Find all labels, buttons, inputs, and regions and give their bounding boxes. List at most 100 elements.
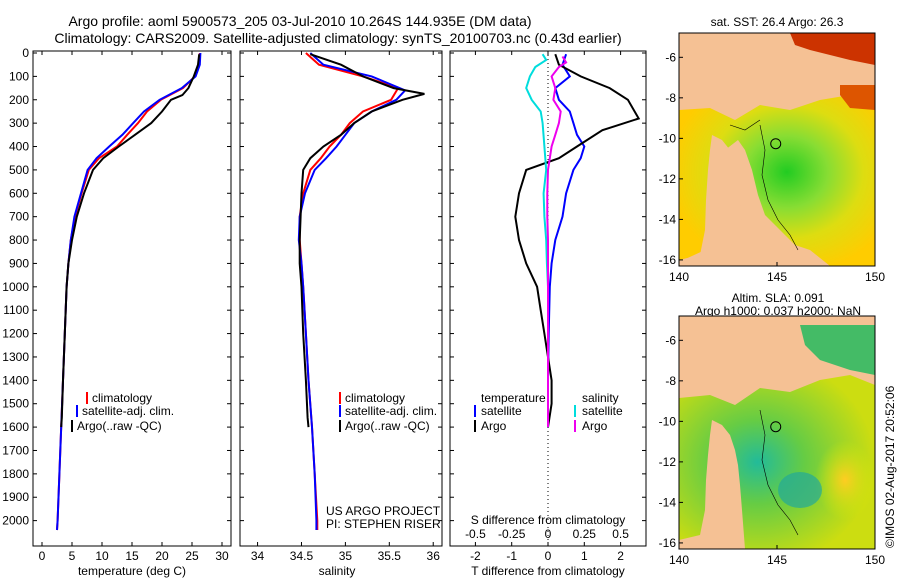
y-tick-label: 1000 <box>2 280 29 294</box>
coastline-contour <box>759 124 799 251</box>
map-y-tick-label: -14 <box>659 212 677 226</box>
pi-annotation: PI: STEPHEN RISER <box>326 517 441 531</box>
legend-argo-label: Argo(..raw -QC) <box>345 419 430 433</box>
series-line-s-argo <box>546 55 568 428</box>
map-x-tick-label: 145 <box>767 553 787 567</box>
difference-legend: temperature satellite Argo salinity sate… <box>474 391 623 433</box>
y-tick-label: 300 <box>9 116 29 130</box>
y-tick-label: 1500 <box>2 397 29 411</box>
map-x-tick-label: 150 <box>865 270 885 284</box>
x-tick-label: 35 <box>339 549 353 563</box>
difference-xlabel: T difference from climatology <box>471 564 625 578</box>
sst-map-title: sat. SST: 26.4 Argo: 26.3 <box>711 15 844 29</box>
cape-york-land <box>679 135 745 266</box>
top-x-tick-label: -0.5 <box>465 527 486 541</box>
x-tick-label: 10 <box>95 549 109 563</box>
salinity-legend: climatology satellite-adj. clim. Argo(..… <box>339 391 437 433</box>
x-tick-label: 20 <box>155 549 169 563</box>
sla-map-title: Altim. SLA: 0.091 <box>732 291 825 305</box>
y-tick-label: 1300 <box>2 350 29 364</box>
legend-salinity-title: salinity <box>582 391 619 405</box>
map-x-tick-label: 145 <box>767 270 787 284</box>
imos-watermark: ©IMOS 02-Aug-2017 20:52:06 <box>883 385 897 548</box>
legend-t-argo-label: Argo <box>481 419 507 433</box>
y-tick-label: 1200 <box>2 327 29 341</box>
temperature-xlabel: temperature (deg C) <box>78 564 186 578</box>
y-tick-label: 1900 <box>2 490 29 504</box>
legend-satellite-label: satellite-adj. clim. <box>82 404 174 418</box>
x-tick-label: 35.5 <box>378 549 402 563</box>
x-tick-label: 25 <box>185 549 199 563</box>
y-tick-label: 200 <box>9 93 29 107</box>
y-tick-label: 900 <box>9 256 29 270</box>
y-tick-label: 800 <box>9 233 29 247</box>
x-tick-label: 15 <box>125 549 139 563</box>
sst-warm-region-north <box>790 33 875 65</box>
map-y-tick-label: -14 <box>659 495 677 509</box>
x-tick-label: 1 <box>581 549 588 563</box>
legend-climatology-label: climatology <box>345 391 405 405</box>
y-tick-label: 1600 <box>2 420 29 434</box>
map-y-tick-label: -6 <box>665 333 676 347</box>
top-x-tick-label: 0.25 <box>573 527 597 541</box>
y-tick-label: 0 <box>22 46 29 60</box>
series-line-argo-raw-qc- <box>298 53 425 428</box>
x-tick-label: 0 <box>545 549 552 563</box>
y-tick-label: 1400 <box>2 373 29 387</box>
coastline-contour <box>759 409 799 536</box>
project-annotation: US ARGO PROJECT <box>326 504 441 518</box>
legend-satellite-label: satellite-adj. clim. <box>345 404 437 418</box>
x-tick-label: 34.5 <box>290 549 314 563</box>
sla-map-panel: Altim. SLA: 0.091 Argo h1000: 0.037 h200… <box>659 291 886 567</box>
legend-s-argo-label: Argo <box>582 419 608 433</box>
legend-s-satellite-label: satellite <box>582 404 623 418</box>
coastline-contour <box>729 119 761 131</box>
difference-xlabel-top: S difference from climatology <box>471 513 626 527</box>
difference-panel: -2 -1 0 1 2 -0.5 -0.25 0 0.25 0.5 S difference fr… <box>449 50 647 578</box>
top-x-tick-label: -0.25 <box>498 527 526 541</box>
argo-float-marker <box>770 421 782 433</box>
series-line-t-argo <box>514 53 641 428</box>
map-y-tick-label: -16 <box>659 253 677 267</box>
sst-map-panel: sat. SST: 26.4 Argo: 26.3 140 145 150 -6 -8 -… <box>659 15 886 284</box>
legend-temperature-title: temperature <box>481 391 546 405</box>
sla-northeast-field <box>800 325 875 375</box>
sst-field <box>679 95 875 266</box>
legend-t-satellite-label: satellite <box>481 404 522 418</box>
x-tick-label: 30 <box>215 549 229 563</box>
map-y-tick-label: -8 <box>665 91 676 105</box>
y-tick-label: 1700 <box>2 443 29 457</box>
series-line-satellite-adj-clim- <box>297 52 407 530</box>
y-tick-label: 700 <box>9 210 29 224</box>
y-tick-label: 600 <box>9 186 29 200</box>
y-tick-label: 500 <box>9 163 29 177</box>
salinity-panel: 34 34.5 35 35.5 36 salinity climatology sate… <box>239 50 443 578</box>
sla-low-anomaly <box>778 472 822 508</box>
x-tick-label: 34 <box>251 549 265 563</box>
y-tick-label: 400 <box>9 140 29 154</box>
map-y-tick-label: -8 <box>665 374 676 388</box>
cape-york-land <box>679 420 745 549</box>
temperature-panel: 0 5 10 15 20 25 300100200300400500600700800900… <box>2 46 232 578</box>
x-tick-label: -2 <box>470 549 481 563</box>
argo-float-marker <box>770 138 782 150</box>
y-tick-label: 1800 <box>2 467 29 481</box>
x-tick-label: 0 <box>39 549 46 563</box>
sst-orange-region <box>840 85 875 110</box>
legend-argo-label: Argo(..raw -QC) <box>77 419 162 433</box>
x-tick-label: -1 <box>506 549 517 563</box>
map-y-tick-label: -10 <box>659 131 677 145</box>
temperature-legend: climatology satellite-adj. clim. Argo(..… <box>71 391 174 433</box>
map-x-tick-label: 140 <box>669 270 689 284</box>
map-y-tick-label: -16 <box>659 536 677 550</box>
top-x-tick-label: 0 <box>545 527 552 541</box>
legend-climatology-label: climatology <box>92 391 152 405</box>
map-y-tick-label: -10 <box>659 414 677 428</box>
sla-high-anomaly <box>815 440 875 520</box>
figure-title-line1: Argo profile: aoml 5900573_205 03-Jul-20… <box>68 13 531 29</box>
map-x-tick-label: 140 <box>669 553 689 567</box>
x-tick-label: 5 <box>69 549 76 563</box>
series-line-argo-raw-qc- <box>60 54 201 428</box>
y-tick-label: 100 <box>9 69 29 83</box>
